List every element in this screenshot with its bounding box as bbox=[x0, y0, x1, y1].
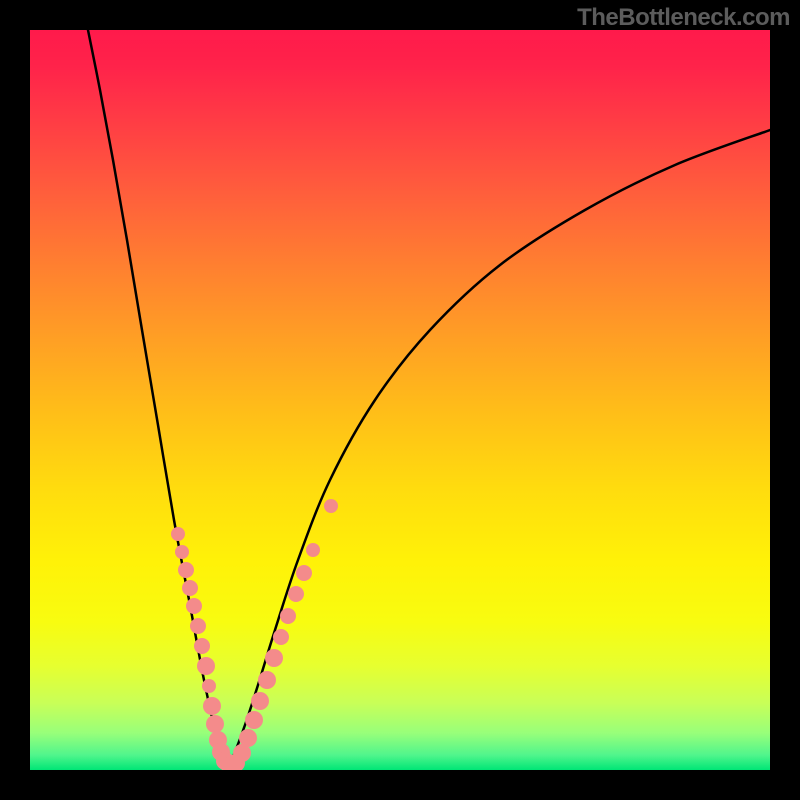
data-marker bbox=[306, 543, 320, 557]
data-marker bbox=[280, 608, 296, 624]
data-marker bbox=[203, 697, 221, 715]
data-marker bbox=[239, 729, 257, 747]
data-marker bbox=[273, 629, 289, 645]
data-marker bbox=[186, 598, 202, 614]
plot-area bbox=[30, 30, 770, 770]
data-marker bbox=[258, 671, 276, 689]
data-marker bbox=[178, 562, 194, 578]
data-marker bbox=[171, 527, 185, 541]
watermark-text: TheBottleneck.com bbox=[577, 4, 790, 32]
data-marker bbox=[265, 649, 283, 667]
data-marker bbox=[251, 692, 269, 710]
plot-background bbox=[30, 30, 770, 770]
data-marker bbox=[288, 586, 304, 602]
canvas-root: TheBottleneck.com bbox=[0, 0, 800, 800]
data-marker bbox=[324, 499, 338, 513]
data-marker bbox=[182, 580, 198, 596]
data-marker bbox=[206, 715, 224, 733]
data-marker bbox=[296, 565, 312, 581]
data-marker bbox=[175, 545, 189, 559]
data-marker bbox=[202, 679, 216, 693]
data-marker bbox=[190, 618, 206, 634]
data-marker bbox=[194, 638, 210, 654]
plot-svg bbox=[30, 30, 770, 770]
data-marker bbox=[245, 711, 263, 729]
data-marker bbox=[197, 657, 215, 675]
